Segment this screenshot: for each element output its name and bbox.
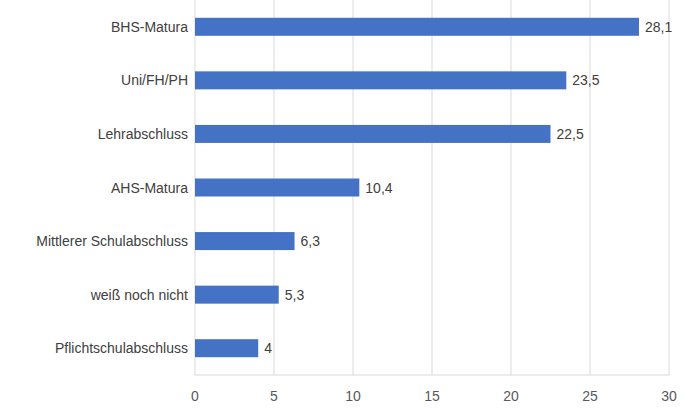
bar — [195, 71, 566, 89]
bar — [195, 339, 258, 357]
grid-line — [432, 0, 433, 375]
category-label: Pflichtschulabschluss — [55, 340, 188, 356]
grid — [195, 0, 669, 375]
x-axis-line — [195, 375, 669, 376]
bar — [195, 232, 295, 250]
category-label: weiß noch nicht — [90, 287, 188, 303]
category-label: Lehrabschluss — [98, 126, 188, 142]
tick-label: 5 — [270, 388, 278, 404]
tick-label: 20 — [503, 388, 519, 404]
data-label: 4 — [264, 340, 272, 356]
bar — [195, 125, 551, 143]
tick-label: 25 — [582, 388, 598, 404]
data-label: 10,4 — [365, 180, 392, 196]
category-label: Uni/FH/PH — [121, 72, 188, 88]
tick-label: 10 — [345, 388, 361, 404]
data-label: 23,5 — [572, 72, 599, 88]
grid-line — [511, 0, 512, 375]
bars — [195, 18, 639, 357]
bar — [195, 18, 639, 36]
category-label: Mittlerer Schulabschluss — [36, 233, 188, 249]
chart-container: 0 5 10 15 20 25 30 BHS-Matura 28,1 Uni/FH/PH 23,5 L… — [0, 0, 685, 410]
bar — [195, 179, 359, 197]
data-label: 28,1 — [645, 19, 672, 35]
category-label: AHS-Matura — [111, 180, 188, 196]
chart-svg: 0 5 10 15 20 25 30 BHS-Matura 28,1 Uni/FH/PH 23,5 L… — [0, 0, 685, 410]
data-label: 22,5 — [557, 126, 584, 142]
tick-label: 15 — [424, 388, 440, 404]
bar — [195, 286, 279, 304]
grid-line — [590, 0, 591, 375]
tick-label: 0 — [191, 388, 199, 404]
category-label: BHS-Matura — [111, 19, 188, 35]
grid-line — [669, 0, 670, 375]
data-label: 6,3 — [301, 233, 321, 249]
data-label: 5,3 — [285, 287, 305, 303]
tick-label: 30 — [661, 388, 677, 404]
